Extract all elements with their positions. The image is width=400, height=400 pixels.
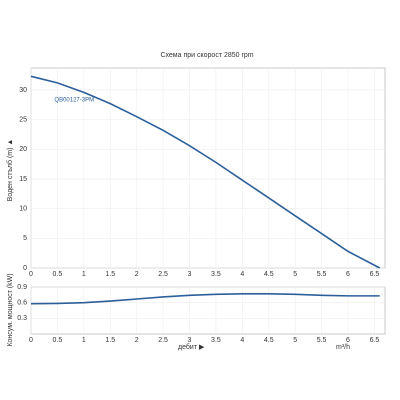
y-tick-label: 20 (19, 146, 27, 153)
x-tick-label: 5.5 (317, 271, 327, 278)
y-tick-label: 5 (23, 235, 27, 242)
x-tick-label: 2.5 (158, 271, 168, 278)
y-axis-label: Консум. мощност (kW) (7, 273, 14, 346)
x-tick-label: 4 (240, 271, 244, 278)
x-tick-label: 1.5 (105, 337, 115, 344)
x-tick-label: 2.5 (158, 337, 168, 344)
x-tick-label: 1 (82, 337, 86, 344)
line (30, 75, 381, 269)
y-tick-label: 25 (19, 116, 27, 123)
chart-title: Схема при скорост 2850 rpm (160, 52, 253, 59)
x-tick-label: 4.5 (264, 271, 274, 278)
x-tick-label: 2 (135, 337, 139, 344)
x-tick-label: 0 (29, 271, 33, 278)
y-tick-label: 15 (19, 176, 27, 183)
x-axis-unit: m³/h (336, 344, 350, 351)
x-tick-label: 0 (29, 337, 33, 344)
y-tick-label: 30 (19, 87, 27, 94)
x-tick-label: 6 (346, 337, 350, 344)
x-tick-label: 3.5 (211, 271, 221, 278)
x-tick-label: 3 (188, 271, 192, 278)
x-tick-label: 5.5 (317, 337, 327, 344)
y-tick-label: 10 (19, 205, 27, 212)
y-tick-label: 0.6 (17, 300, 27, 307)
x-tick-label: 3.5 (211, 337, 221, 344)
x-tick-label: 6.5 (370, 271, 380, 278)
y-tick-label: 0.9 (17, 284, 27, 291)
y-axis-label: Воден стълб (m) ▲ (6, 139, 14, 202)
x-tick-label: 4 (240, 337, 244, 344)
x-tick-label: 1 (82, 271, 86, 278)
x-axis-label: дебит ▶ (178, 343, 205, 351)
x-tick-label: 5 (293, 337, 297, 344)
x-tick-label: 3 (188, 337, 192, 344)
x-tick-label: 2 (135, 271, 139, 278)
y-tick-label: 0 (23, 265, 27, 272)
x-tick-label: 6 (346, 271, 350, 278)
x-tick-label: 4.5 (264, 337, 274, 344)
x-tick-label: 1.5 (105, 271, 115, 278)
x-tick-label: 6.5 (370, 337, 380, 344)
series-label: QB00127-3PM (54, 98, 94, 104)
x-tick-label: 0.5 (53, 337, 63, 344)
x-tick-label: 5 (293, 271, 297, 278)
line (30, 292, 380, 305)
y-tick-label: 0.3 (17, 315, 27, 322)
x-tick-label: 0.5 (53, 271, 63, 278)
